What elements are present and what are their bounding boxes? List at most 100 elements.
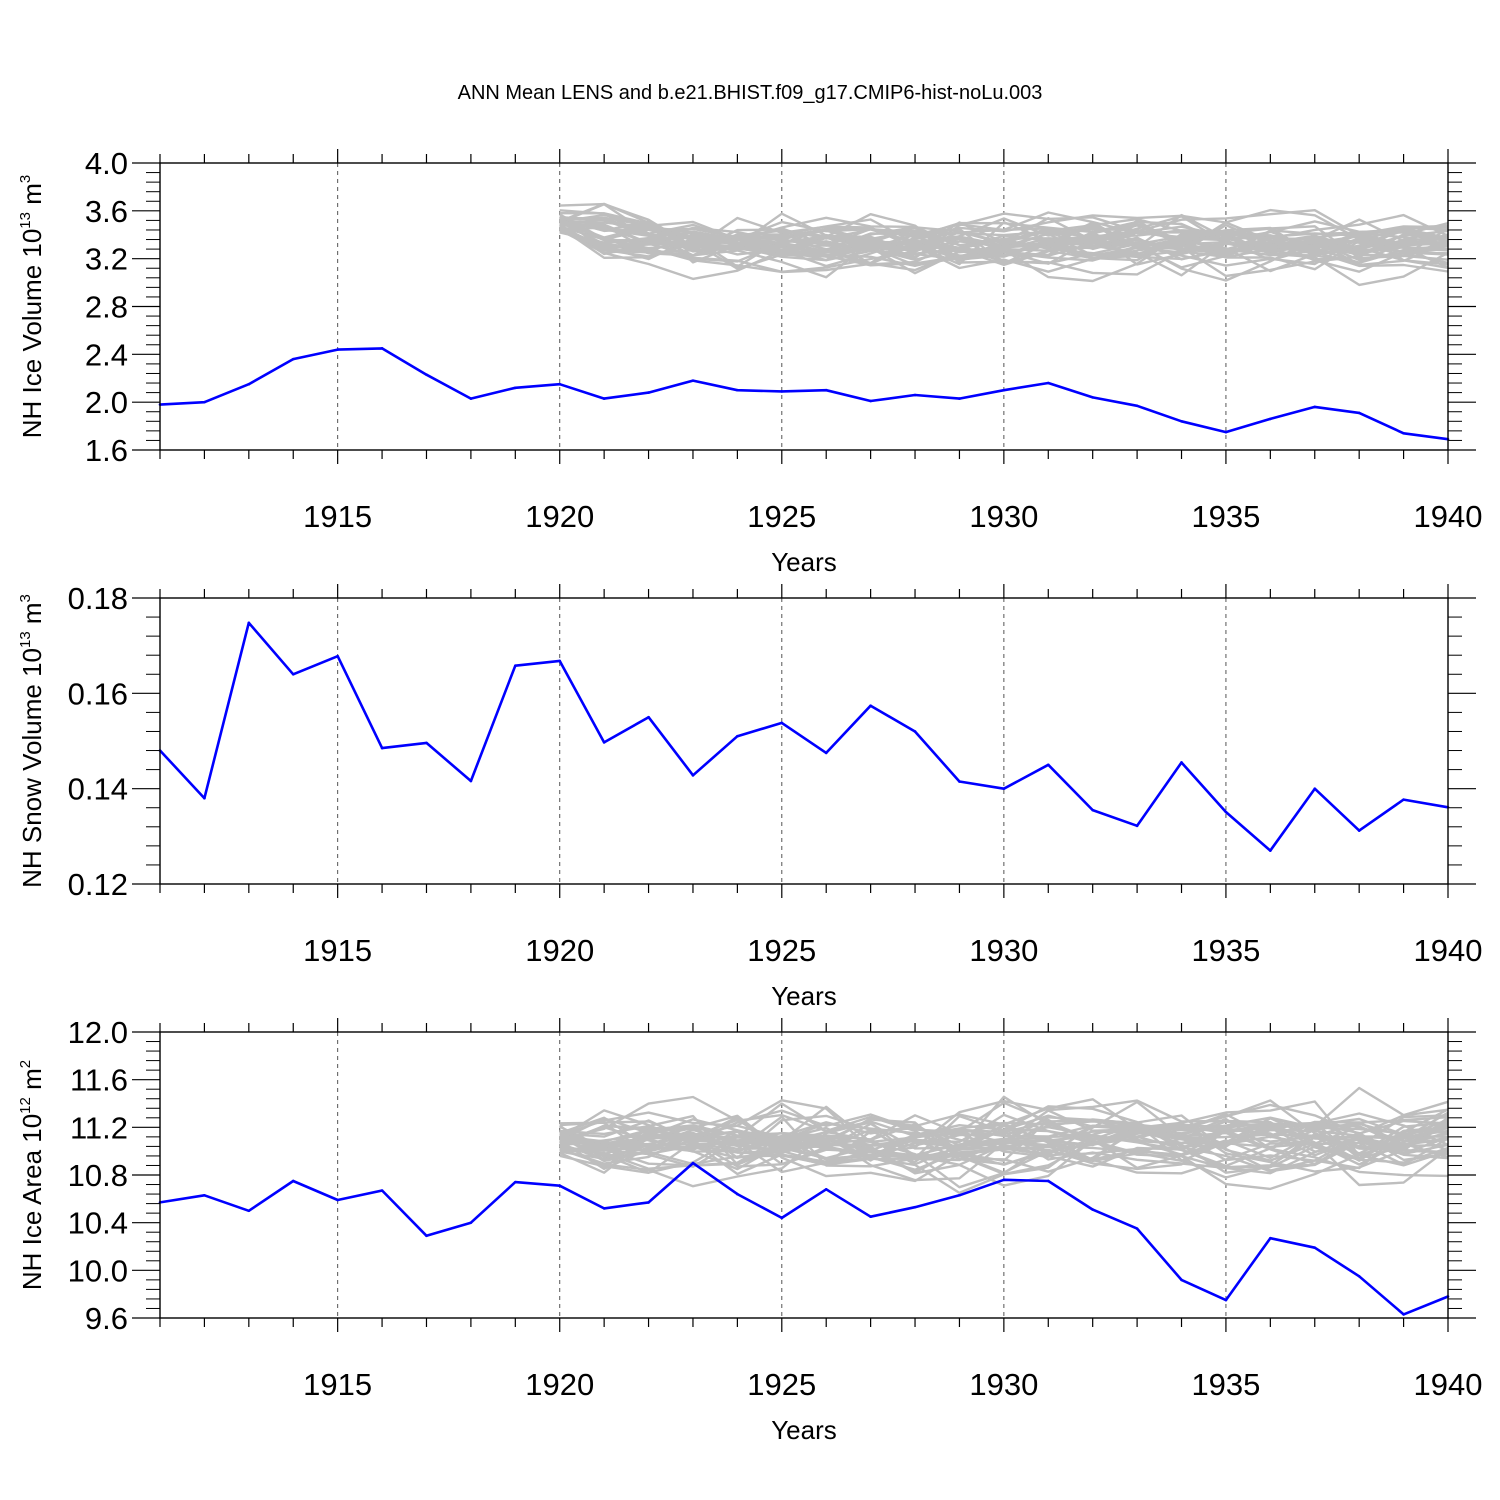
series-line-0 bbox=[159, 621, 1449, 852]
y-tick-label: 0.16 bbox=[68, 676, 128, 711]
data-point bbox=[425, 373, 428, 376]
x-tick-label: 1920 bbox=[525, 1367, 594, 1402]
data-point bbox=[913, 730, 917, 733]
y-tick-label: 12.0 bbox=[68, 1015, 128, 1050]
plot-frame bbox=[159, 162, 1449, 451]
y-tick-label: 3.2 bbox=[85, 242, 128, 277]
data-point bbox=[558, 659, 562, 663]
y-tick-label: 2.4 bbox=[85, 337, 128, 372]
data-point bbox=[824, 751, 828, 755]
y-tick-label: 11.2 bbox=[70, 1110, 128, 1145]
data-point bbox=[691, 774, 695, 777]
data-point bbox=[1180, 1278, 1183, 1282]
data-point bbox=[380, 347, 384, 350]
ensemble-member-line bbox=[559, 1121, 1449, 1176]
data-point bbox=[602, 397, 606, 400]
data-point bbox=[247, 621, 251, 625]
data-point bbox=[1002, 388, 1006, 392]
y-tick-label: 2.0 bbox=[85, 385, 128, 420]
ensemble-member-line bbox=[559, 221, 1449, 265]
data-point bbox=[1135, 824, 1139, 828]
data-point bbox=[380, 1189, 384, 1192]
data-point bbox=[380, 746, 384, 750]
y-tick-label: 0.12 bbox=[68, 867, 128, 902]
data-point bbox=[913, 1205, 917, 1209]
y-tick-label: 11.6 bbox=[70, 1063, 128, 1098]
data-point bbox=[1135, 1227, 1139, 1230]
x-tick-label: 1925 bbox=[747, 933, 816, 968]
data-point bbox=[469, 1221, 473, 1224]
figure-title: ANN Mean LENS and b.e21.BHIST.f09_g17.CM… bbox=[458, 82, 1043, 104]
data-point bbox=[1357, 1274, 1361, 1278]
data-point bbox=[336, 348, 339, 351]
ensemble-member-line bbox=[559, 1109, 1449, 1188]
data-point bbox=[291, 357, 295, 361]
ensemble-member-line bbox=[559, 217, 1449, 264]
ensemble-member-line bbox=[559, 1121, 1449, 1191]
data-point bbox=[736, 388, 739, 392]
data-point bbox=[1180, 761, 1183, 764]
data-point bbox=[1046, 381, 1050, 385]
ensemble-member-line bbox=[559, 219, 1449, 270]
ensemble-member-line bbox=[559, 219, 1449, 263]
data-point bbox=[1224, 430, 1228, 434]
data-point bbox=[291, 1179, 295, 1183]
x-tick-label: 1940 bbox=[1414, 499, 1483, 534]
data-point bbox=[602, 741, 606, 744]
x-tick-label: 1935 bbox=[1191, 499, 1260, 534]
x-tick-label: 1930 bbox=[969, 499, 1038, 534]
data-point bbox=[247, 382, 251, 386]
x-tick-label: 1915 bbox=[303, 499, 372, 534]
ensemble-member-line bbox=[559, 222, 1449, 278]
data-point bbox=[291, 672, 295, 676]
y-tick-label: 3.6 bbox=[85, 194, 128, 229]
data-point bbox=[647, 391, 650, 394]
data-point bbox=[469, 779, 473, 783]
x-tick-label: 1915 bbox=[303, 933, 372, 968]
data-point bbox=[336, 654, 339, 658]
data-point bbox=[514, 386, 517, 390]
ensemble-member-line bbox=[559, 202, 1449, 273]
panel-snow-volume: 1915 1920 1925 1930 1935 1940 0.12 0.14 0.16 0.18… bbox=[17, 581, 1482, 1011]
data-point bbox=[1402, 1313, 1405, 1316]
y-tick-label: 0.14 bbox=[68, 772, 128, 807]
data-point bbox=[869, 704, 872, 708]
data-point bbox=[1313, 787, 1317, 790]
x-tick-label: 1935 bbox=[1191, 1367, 1260, 1402]
y-axis-label: NH Ice Volume 1013 m3 bbox=[17, 175, 47, 438]
data-point bbox=[1002, 787, 1006, 790]
ensemble-lines bbox=[558, 202, 1449, 287]
ensemble-lines bbox=[558, 1086, 1449, 1195]
data-point bbox=[203, 796, 206, 800]
data-point bbox=[736, 734, 739, 738]
data-point bbox=[1002, 1178, 1006, 1182]
data-point bbox=[1180, 420, 1183, 423]
panel-ice-volume: 1915 1920 1925 1930 1935 1940 1.6 2.0 2.4 2.8 3.2 3… bbox=[17, 146, 1482, 577]
ensemble-member-line bbox=[558, 1099, 1449, 1164]
data-point bbox=[958, 1193, 961, 1197]
y-axis-label: NH Snow Volume 1013 m3 bbox=[17, 594, 47, 888]
data-point bbox=[203, 400, 206, 404]
data-point bbox=[336, 1198, 339, 1202]
data-point bbox=[958, 397, 961, 400]
data-point bbox=[780, 390, 784, 393]
data-point bbox=[1091, 1208, 1094, 1211]
x-tick-label: 1925 bbox=[747, 499, 816, 534]
data-point bbox=[1224, 810, 1228, 814]
y-tick-label: 1.6 bbox=[85, 433, 128, 468]
data-point bbox=[203, 1193, 206, 1197]
data-point bbox=[1224, 1298, 1228, 1302]
data-point bbox=[1046, 763, 1050, 767]
x-tick-label: 1915 bbox=[303, 1367, 372, 1402]
data-point bbox=[1091, 808, 1094, 812]
x-tick-label: 1935 bbox=[1191, 933, 1260, 968]
data-point bbox=[558, 1184, 562, 1188]
y-tick-label: 10.0 bbox=[68, 1253, 128, 1288]
data-point bbox=[691, 1161, 695, 1165]
data-point bbox=[558, 382, 562, 386]
data-point bbox=[1091, 396, 1094, 399]
data-point bbox=[913, 393, 917, 397]
data-point bbox=[736, 1192, 739, 1196]
y-tick-label: 10.8 bbox=[68, 1158, 128, 1193]
